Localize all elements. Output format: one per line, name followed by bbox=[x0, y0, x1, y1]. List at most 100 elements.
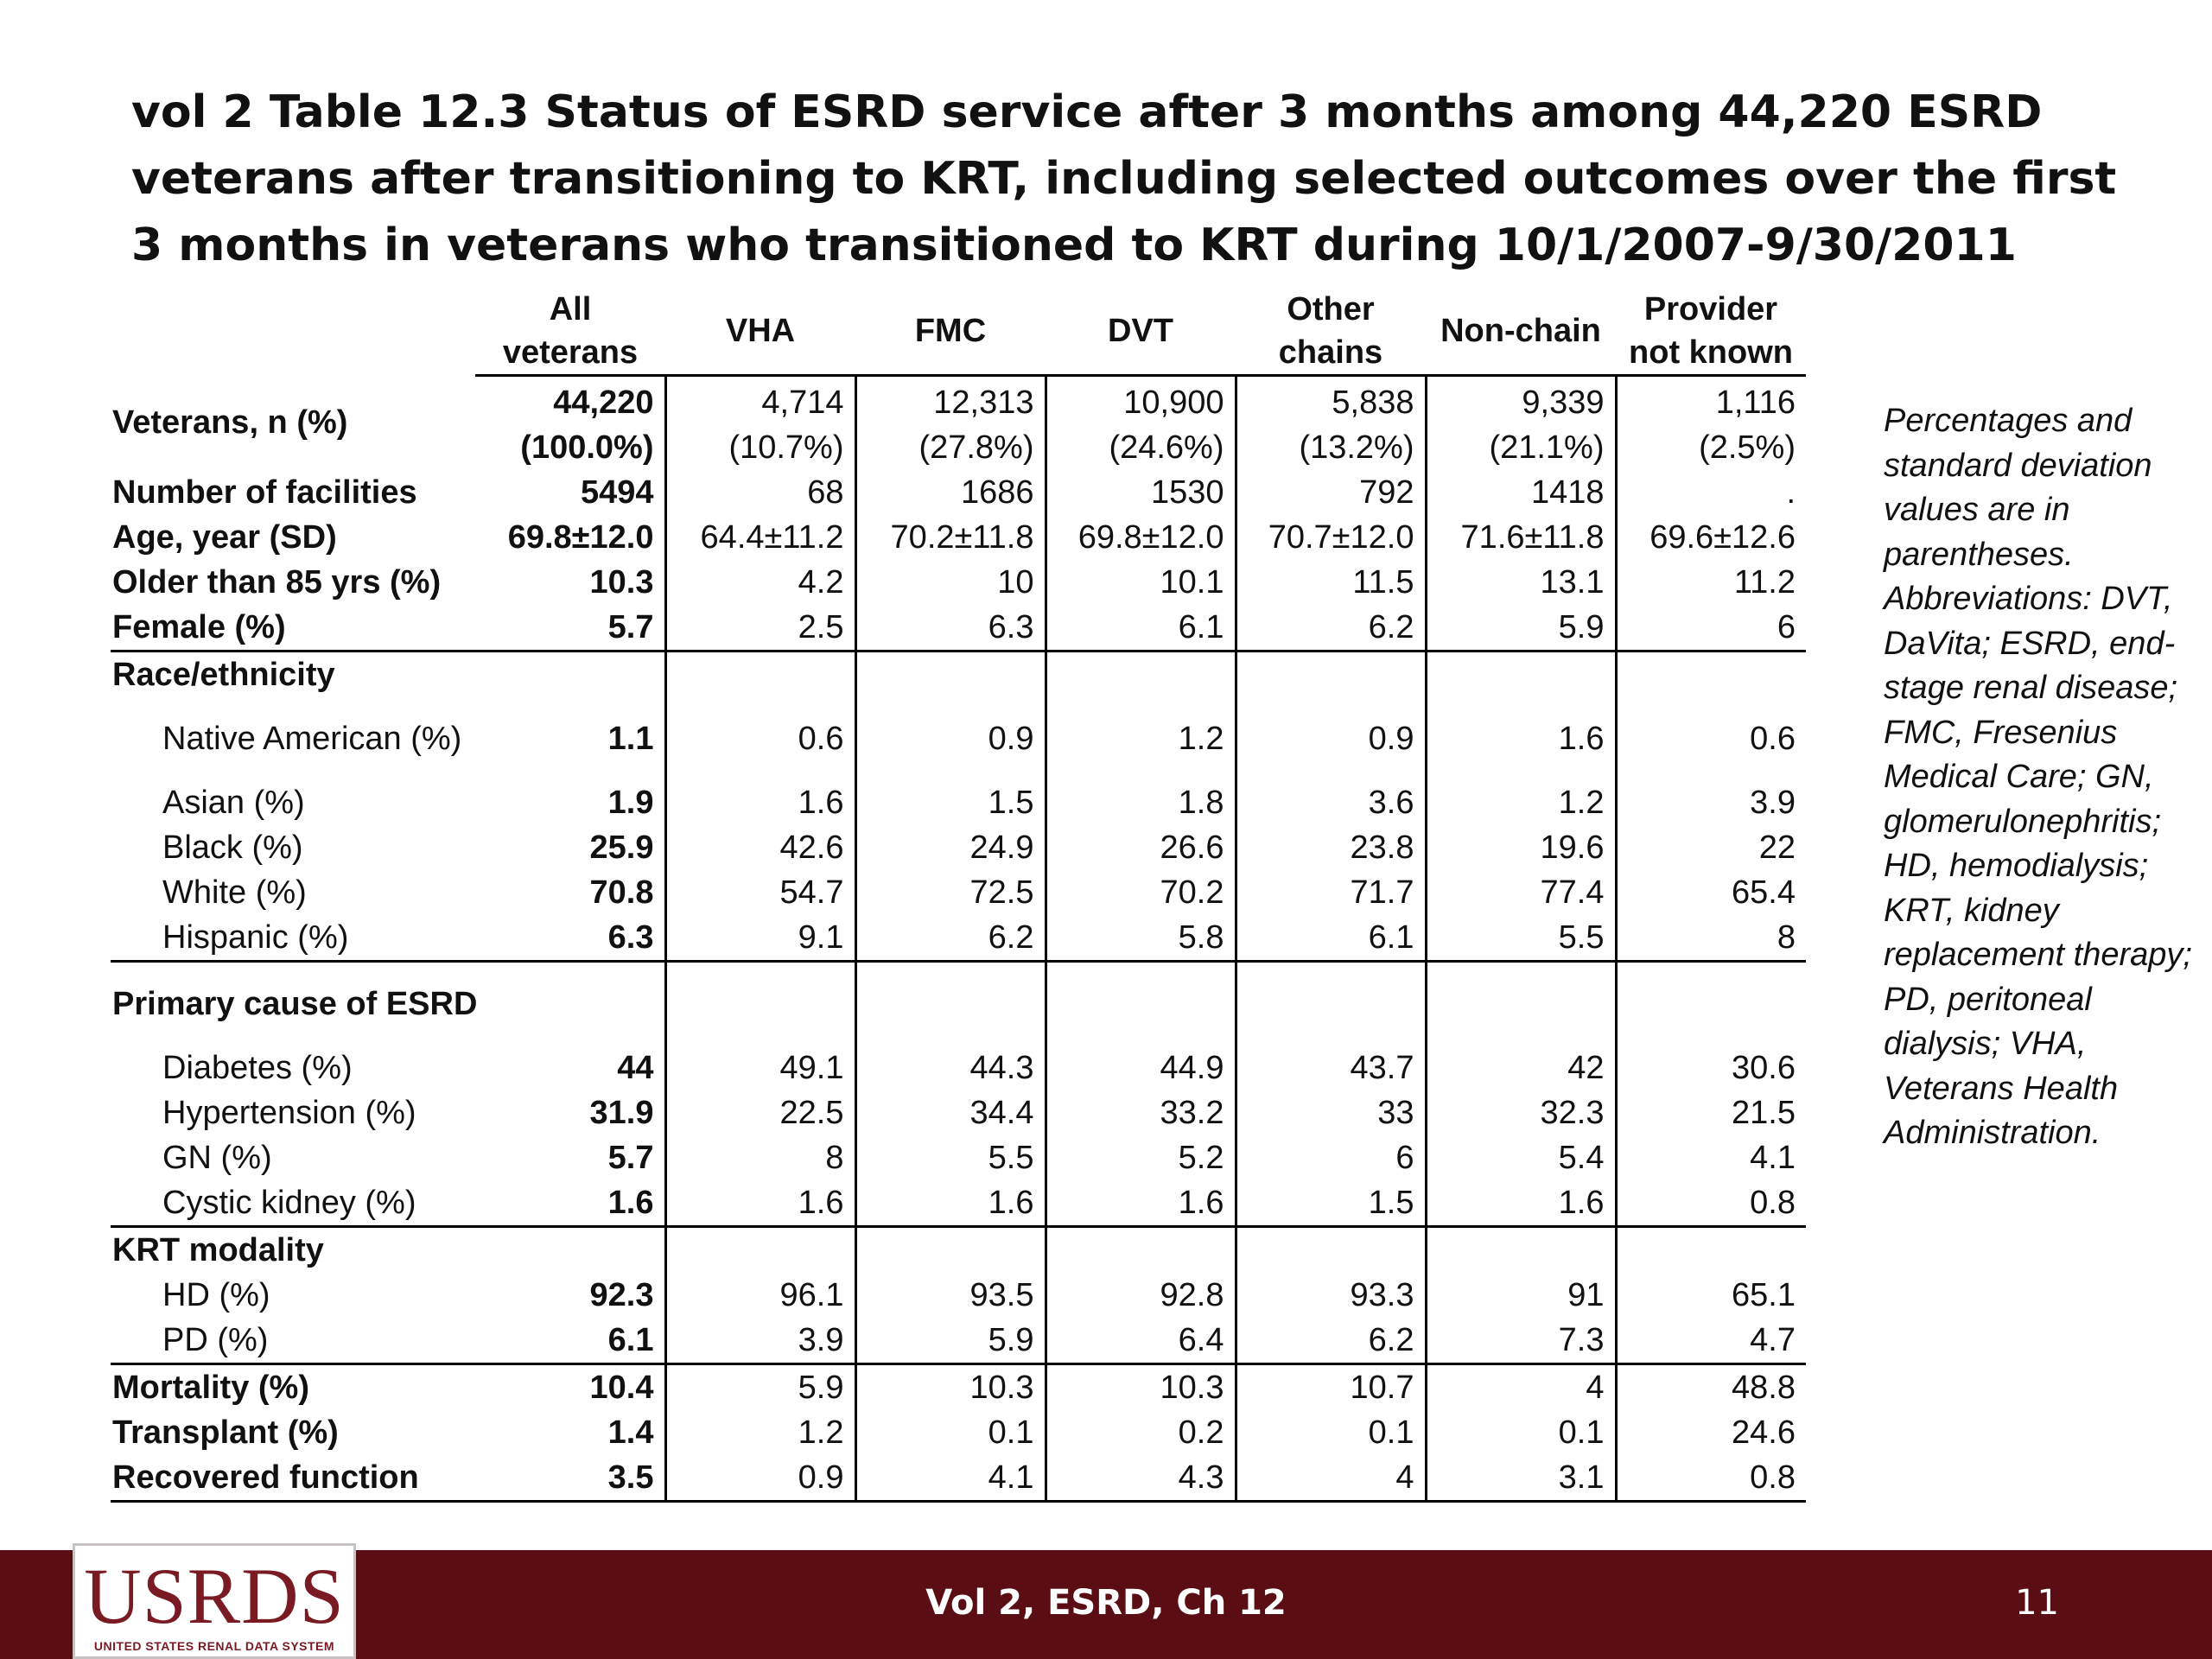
section-header: Primary cause of ESRD bbox=[112, 986, 478, 1022]
row-label: Black (%) bbox=[162, 830, 303, 866]
table-cell: 0.2 bbox=[1044, 1410, 1236, 1455]
table-cell: 0.1 bbox=[1234, 1410, 1426, 1455]
table-cell: 65.1 bbox=[1614, 1273, 1806, 1318]
table-cell: 1.6 bbox=[664, 761, 855, 825]
table-cell: 4,714 bbox=[664, 375, 855, 425]
table-row: Older than 85 yrs (%) 10.3 4.2 10 10.1 1… bbox=[111, 560, 1806, 605]
table-cell: 10.3 bbox=[1044, 1363, 1236, 1410]
table-cell: 5.9 bbox=[854, 1318, 1046, 1365]
table-row: PD (%) 6.1 3.9 5.9 6.4 6.2 7.3 4.7 bbox=[111, 1318, 1806, 1365]
table-cell: . bbox=[1614, 470, 1806, 515]
table-cell: 4.1 bbox=[1614, 1135, 1806, 1180]
table-cell: 0.8 bbox=[1614, 1180, 1806, 1228]
table-cell: 3.6 bbox=[1234, 761, 1426, 825]
table-cell: 92.3 bbox=[589, 1277, 654, 1313]
row-label: Female (%) bbox=[111, 605, 475, 652]
table-cell: 1.6 bbox=[854, 1180, 1046, 1228]
table-cell: 1.6 bbox=[1424, 1180, 1616, 1228]
header-corner bbox=[111, 288, 475, 376]
table-cell: 1530 bbox=[1044, 470, 1236, 515]
table-cell: (100.0%) bbox=[520, 429, 654, 466]
table-cell: 22 bbox=[1614, 825, 1806, 870]
table-cell: 96.1 bbox=[664, 1273, 855, 1318]
table-cell: 8 bbox=[1614, 915, 1806, 963]
table-row: Hypertension (%) 31.9 22.5 34.4 33.2 33 … bbox=[111, 1090, 1806, 1135]
table-cell: 1.4 bbox=[607, 1414, 654, 1451]
table-cell: 34.4 bbox=[854, 1090, 1046, 1135]
table-cell: 72.5 bbox=[854, 870, 1046, 915]
table-cell: 0.9 bbox=[1234, 697, 1426, 761]
table-cell: 0.9 bbox=[854, 697, 1046, 761]
row-label: GN (%) bbox=[162, 1140, 272, 1176]
table-cell: 10.4 bbox=[589, 1370, 654, 1406]
table-row: Cystic kidney (%) 1.6 1.6 1.6 1.6 1.5 1.… bbox=[111, 1180, 1806, 1228]
table-cell: 93.5 bbox=[854, 1273, 1046, 1318]
esrd-status-table: All veterans VHA FMC DVT Other chains No… bbox=[111, 288, 1806, 1503]
usrds-logo: USRDS UNITED STATES RENAL DATA SYSTEM bbox=[73, 1543, 356, 1659]
table-cell: 44 bbox=[617, 1050, 654, 1086]
table-cell: 0.6 bbox=[664, 697, 855, 761]
page-number: 11 bbox=[2015, 1583, 2059, 1623]
row-label: Number of facilities bbox=[112, 474, 417, 511]
table-cell: 9.1 bbox=[664, 915, 855, 963]
column-header: VHA bbox=[665, 288, 855, 377]
table-cell: 21.5 bbox=[1614, 1090, 1806, 1135]
table-cell: 0.8 bbox=[1614, 1455, 1806, 1503]
table-cell: 54.7 bbox=[664, 870, 855, 915]
table-cell: 8 bbox=[664, 1135, 855, 1180]
row-label: Transplant (%) bbox=[112, 1414, 339, 1451]
table-cell: 70.7±12.0 bbox=[1234, 515, 1426, 560]
table-row: Hispanic (%) 6.3 9.1 6.2 5.8 6.1 5.5 8 bbox=[111, 915, 1806, 963]
table-cell: 1686 bbox=[854, 470, 1046, 515]
table-cell: 4.1 bbox=[854, 1455, 1046, 1503]
row-label: Diabetes (%) bbox=[162, 1050, 353, 1086]
table-row: Veterans, n (%) 44,220 4,714 12,313 10,9… bbox=[111, 375, 1806, 441]
column-header: All veterans bbox=[475, 288, 665, 377]
table-cell: 6.1 bbox=[475, 1318, 665, 1365]
table-cell: 1418 bbox=[1424, 470, 1616, 515]
table-cell: 2.5 bbox=[664, 605, 855, 652]
table-cell: 6.1 bbox=[1234, 915, 1426, 963]
table-cell: 0.1 bbox=[854, 1410, 1046, 1455]
table-cell: 5494 bbox=[580, 474, 654, 511]
table-cell: 70.8 bbox=[589, 874, 654, 911]
table-row: Black (%) 25.9 42.6 24.9 26.6 23.8 19.6 … bbox=[111, 825, 1806, 870]
table-cell: 9,339 bbox=[1424, 375, 1616, 425]
section-header: Race/ethnicity bbox=[112, 657, 335, 693]
table-cell: 11.2 bbox=[1614, 560, 1806, 605]
table-cell: (10.7%) bbox=[664, 425, 855, 470]
table-cell: 4.2 bbox=[664, 560, 855, 605]
table-cell: 70.2±11.8 bbox=[854, 515, 1046, 560]
table-cell: 10 bbox=[854, 560, 1046, 605]
table-cell: 24.6 bbox=[1614, 1410, 1806, 1455]
logo-wordmark: USRDS bbox=[84, 1552, 345, 1640]
table-cell: 1.6 bbox=[475, 1180, 665, 1228]
table-row: Transplant (%) 1.4 1.2 0.1 0.2 0.1 0.1 2… bbox=[111, 1410, 1806, 1455]
table-cell: 12,313 bbox=[854, 375, 1046, 425]
table-row: White (%) 70.8 54.7 72.5 70.2 71.7 77.4 … bbox=[111, 870, 1806, 915]
table-cell: 4.3 bbox=[1044, 1455, 1236, 1503]
table-cell: 48.8 bbox=[1614, 1363, 1806, 1410]
column-header: DVT bbox=[1046, 288, 1236, 377]
row-label: Asian (%) bbox=[162, 785, 305, 821]
table-cell: 69.6±12.6 bbox=[1614, 515, 1806, 560]
table-cell: 4.7 bbox=[1614, 1318, 1806, 1365]
table-cell: (21.1%) bbox=[1424, 425, 1616, 470]
table-cell: 3.1 bbox=[1424, 1455, 1616, 1503]
table-cell: 33.2 bbox=[1044, 1090, 1236, 1135]
table-cell: 13.1 bbox=[1424, 560, 1616, 605]
table-cell: 11.5 bbox=[1234, 560, 1426, 605]
table-cell: 0.6 bbox=[1614, 697, 1806, 761]
table-row: Diabetes (%) 44 49.1 44.3 44.9 43.7 42 3… bbox=[111, 1027, 1806, 1090]
column-header: FMC bbox=[855, 288, 1046, 377]
row-label: Native American (%) bbox=[162, 721, 462, 757]
row-label: Mortality (%) bbox=[112, 1370, 309, 1406]
table-cell: 65.4 bbox=[1614, 870, 1806, 915]
table-cell: 6.2 bbox=[1234, 1318, 1426, 1365]
table-cell: 31.9 bbox=[589, 1095, 654, 1131]
table-row: Native American (%) 1.1 0.6 0.9 1.2 0.9 … bbox=[111, 697, 1806, 761]
row-label: Older than 85 yrs (%) bbox=[112, 564, 442, 601]
table-cell: 49.1 bbox=[664, 1027, 855, 1090]
table-cell: 69.8±12.0 bbox=[507, 519, 654, 556]
table-cell: 5.7 bbox=[607, 1140, 654, 1176]
